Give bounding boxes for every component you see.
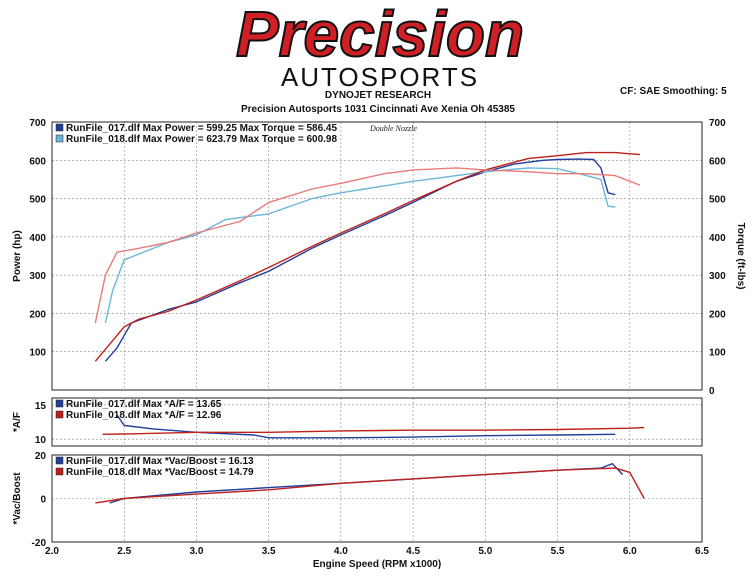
y-axis-label: Power (hp) <box>12 230 23 282</box>
vac-boost-panel: -20 0 20 *Vac/Boost RunFile_017.dlf Max *Vac… <box>12 451 703 549</box>
y-tick-label: 400 <box>29 233 46 244</box>
y2-tick-label: 100 <box>709 348 726 359</box>
logo-autosports-text: AUTOSPORTS <box>281 62 479 90</box>
legend-entry: RunFile_017.dlf Max *A/F = 13.65 <box>66 399 222 410</box>
y-tick-label: 200 <box>29 309 46 320</box>
y-tick-label: 100 <box>29 348 46 359</box>
legend-entry: RunFile_018.dlf Max *Vac/Boost = 14.79 <box>66 467 254 478</box>
y2-tick-label: 600 <box>709 156 726 167</box>
x-tick-label: 4.0 <box>334 546 348 557</box>
legend-entry: RunFile_018.dlf Max *A/F = 12.96 <box>66 410 222 421</box>
legend-entry: RunFile_017.dlf Max Power = 599.25 Max T… <box>66 123 337 134</box>
y2-tick-label: 200 <box>709 309 726 320</box>
y2-tick-label: 400 <box>709 233 726 244</box>
y-tick-label: 600 <box>29 156 46 167</box>
y-tick-label: 300 <box>29 271 46 282</box>
x-tick-label: 6.0 <box>623 546 637 557</box>
x-tick-label: 5.0 <box>478 546 492 557</box>
y-tick-label: 10 <box>35 435 47 446</box>
y2-tick-label: 700 <box>709 118 726 129</box>
x-tick-label: 5.5 <box>551 546 565 557</box>
x-tick-label: 4.5 <box>406 546 420 557</box>
y2-tick-label: 300 <box>709 271 726 282</box>
plot-frame <box>51 454 703 543</box>
y-tick-label: -20 <box>32 538 47 549</box>
power-torque-panel: 100 200 300 400 500 600 700 0 100 200 300 400 500 600… <box>12 118 746 397</box>
y-tick-label: 500 <box>29 195 46 206</box>
air-fuel-panel: 10 15 *A/F RunFile_017.dlf Max *A/F = 13.65… <box>12 397 703 447</box>
series-line-2 <box>104 167 616 324</box>
legend-swatch <box>55 123 64 132</box>
legend-swatch <box>55 134 64 143</box>
x-tick-label: 3.0 <box>189 546 203 557</box>
logo-precision-text: Precision <box>236 4 524 70</box>
legend-entry: RunFile_017.dlf Max *Vac/Boost = 16.13 <box>66 456 254 467</box>
plot-frame <box>51 121 703 391</box>
legend-swatch <box>55 467 64 476</box>
legend-swatch <box>55 399 64 408</box>
series-line-2 <box>102 426 645 435</box>
legend-swatch <box>55 456 64 465</box>
correction-factor-label: CF: SAE Smoothing: 5 <box>620 86 727 97</box>
y2-tick-label: 500 <box>709 195 726 206</box>
legend-entry: RunFile_018.dlf Max Power = 623.79 Max T… <box>66 134 337 145</box>
series-line-2 <box>95 467 645 504</box>
y-axis-label: *Vac/Boost <box>12 472 23 525</box>
y-tick-label: 15 <box>35 401 47 412</box>
legend-swatch <box>55 410 64 419</box>
precision-autosports-logo: Precision AUTOSPORTS <box>235 4 525 90</box>
x-axis: 2.0 2.5 3.0 3.5 4.0 4.5 5.0 5.5 6.0 6.5 Engine Spe… <box>45 546 709 570</box>
y2-tick-label: 0 <box>709 386 715 397</box>
series-line-4 <box>94 167 641 324</box>
x-tick-label: 2.5 <box>117 546 131 557</box>
y-tick-label: 0 <box>40 495 46 506</box>
y-tick-label: 20 <box>35 451 47 462</box>
series-line-1 <box>116 414 616 439</box>
report-title: DYNOJET RESEARCH <box>324 90 432 101</box>
x-axis-label: Engine Speed (RPM x1000) <box>313 559 441 570</box>
series-line-3 <box>94 151 640 362</box>
plot-frame <box>51 397 703 447</box>
x-tick-label: 6.5 <box>695 546 709 557</box>
y2-axis-label: Torque (ft-lbs) <box>735 222 746 289</box>
report-subtitle: Precision Autosports 1031 Cincinnati Ave… <box>241 104 515 115</box>
x-tick-label: 2.0 <box>45 546 59 557</box>
annotation-text: Double Nozzle <box>369 124 417 133</box>
y-axis-label: *A/F <box>12 412 23 432</box>
x-tick-label: 3.5 <box>262 546 276 557</box>
y-tick-label: 700 <box>29 118 46 129</box>
